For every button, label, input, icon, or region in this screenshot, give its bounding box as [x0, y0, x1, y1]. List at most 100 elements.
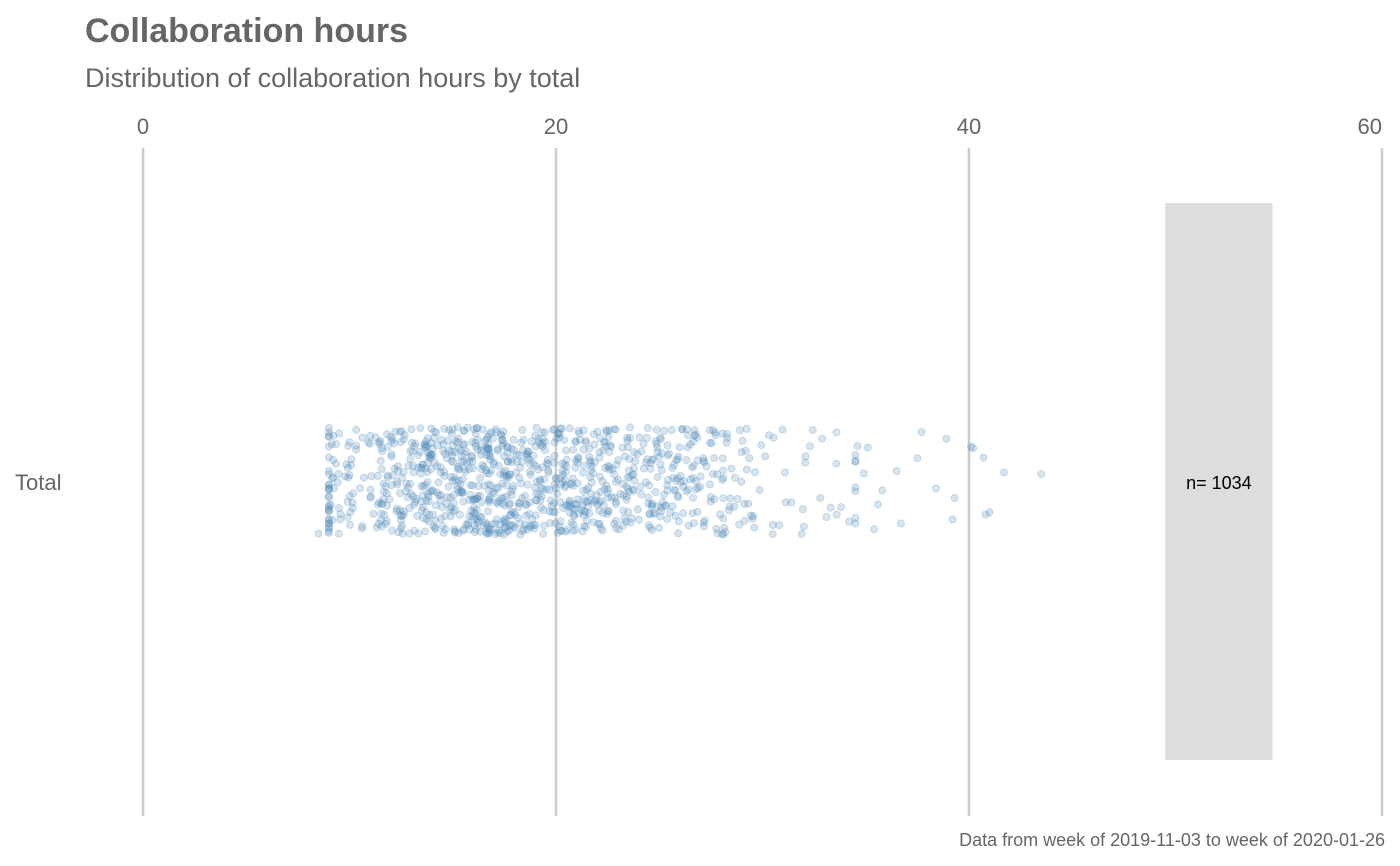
data-point [379, 487, 388, 496]
data-point [436, 468, 445, 477]
data-point [700, 458, 709, 467]
data-point [504, 473, 513, 482]
data-point [324, 481, 333, 490]
data-point [510, 524, 519, 533]
data-point [383, 501, 392, 510]
data-point [473, 424, 482, 433]
data-point [454, 465, 463, 474]
data-point [470, 528, 479, 537]
data-point [395, 427, 404, 436]
data-point [600, 485, 609, 494]
data-point [569, 510, 578, 519]
data-point [550, 451, 559, 460]
data-point [516, 463, 525, 472]
data-point [494, 526, 503, 535]
data-point [669, 460, 678, 469]
data-point [324, 431, 333, 440]
data-point [565, 424, 574, 433]
data-point [624, 485, 633, 494]
data-point [667, 426, 676, 435]
data-point [447, 472, 456, 481]
data-point [451, 505, 460, 514]
data-point [635, 515, 644, 524]
data-point [561, 527, 570, 536]
data-point [663, 486, 672, 495]
data-point [414, 529, 423, 538]
data-point [453, 423, 462, 432]
data-point [433, 462, 442, 471]
data-point [648, 499, 657, 508]
data-point [378, 499, 387, 508]
data-point [506, 487, 515, 496]
data-point [503, 448, 512, 457]
data-point [437, 503, 446, 512]
data-point [459, 426, 468, 435]
data-point [693, 483, 702, 492]
data-point [573, 458, 582, 467]
data-point [413, 463, 422, 472]
data-point [578, 501, 587, 510]
data-point [343, 497, 352, 506]
data-point [851, 483, 860, 492]
data-point [604, 461, 613, 470]
data-point [531, 431, 540, 440]
data-point [459, 440, 468, 449]
data-point [418, 460, 427, 469]
data-point [587, 465, 596, 474]
data-point [603, 485, 612, 494]
data-point [557, 527, 566, 536]
data-point [492, 498, 501, 507]
data-point [612, 516, 621, 525]
data-point [460, 440, 469, 449]
data-point [570, 512, 579, 521]
data-point [479, 521, 488, 530]
data-point [324, 453, 333, 462]
data-point [560, 436, 569, 445]
data-point [431, 501, 440, 510]
data-point [688, 463, 697, 472]
data-point [534, 465, 543, 474]
data-point [560, 483, 569, 492]
data-point [481, 518, 490, 527]
data-point [324, 505, 333, 514]
data-point [390, 439, 399, 448]
data-point [400, 431, 409, 440]
data-point [483, 444, 492, 453]
data-point [491, 425, 500, 434]
data-point [507, 490, 516, 499]
data-point [396, 437, 405, 446]
data-point [477, 443, 486, 452]
data-point [472, 525, 481, 534]
data-point [600, 437, 609, 446]
data-point [506, 499, 515, 508]
data-point [449, 457, 458, 466]
data-point [454, 444, 463, 453]
data-point [684, 431, 693, 440]
data-point [630, 476, 639, 485]
data-point [571, 437, 580, 446]
data-point [656, 460, 665, 469]
data-point [532, 423, 541, 432]
data-point [536, 477, 545, 486]
data-point [740, 499, 749, 508]
data-point [399, 467, 408, 476]
data-point [679, 477, 688, 486]
data-point [710, 453, 719, 462]
data-point [517, 479, 526, 488]
data-point [661, 501, 670, 510]
data-point [442, 499, 451, 508]
data-point [334, 504, 343, 513]
data-point [428, 510, 437, 519]
data-point [420, 440, 429, 449]
data-point [348, 503, 357, 512]
data-point [408, 438, 417, 447]
data-point [579, 486, 588, 495]
data-point [540, 428, 549, 437]
data-point [682, 487, 691, 496]
data-point [472, 494, 481, 503]
data-point [456, 480, 465, 489]
data-point [373, 500, 382, 509]
data-point [1037, 470, 1046, 479]
data-point [324, 424, 333, 433]
data-point [599, 508, 608, 517]
